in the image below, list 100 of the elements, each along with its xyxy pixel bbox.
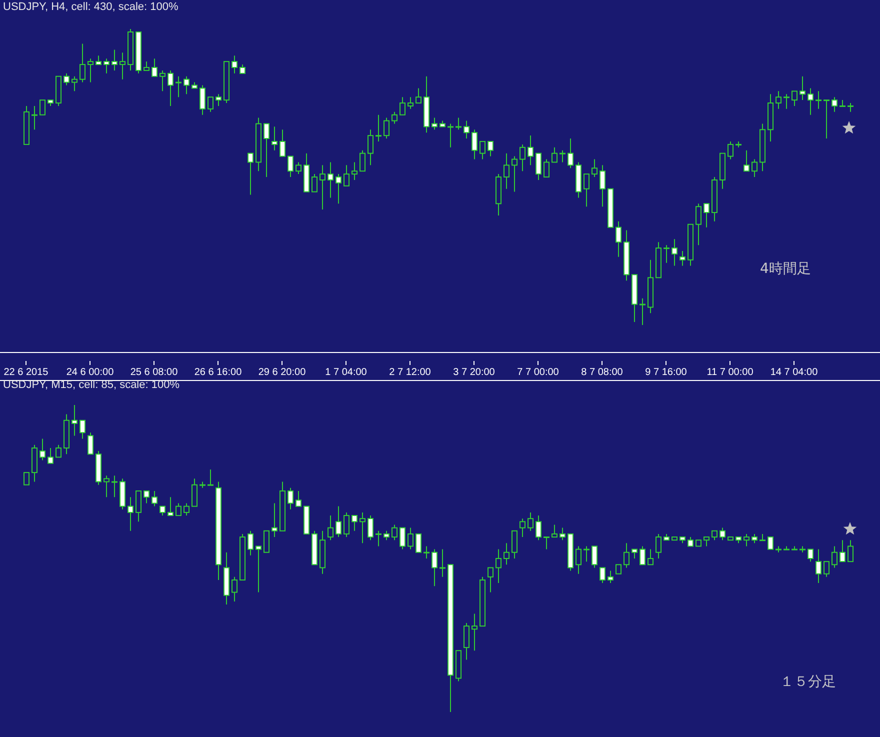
candlestick	[512, 530, 518, 559]
candlestick	[608, 570, 614, 584]
candlestick	[344, 164, 350, 186]
candlestick	[672, 238, 678, 266]
candlestick	[368, 129, 374, 166]
candlestick	[792, 90, 798, 106]
candlestick	[160, 70, 166, 92]
candlestick	[184, 76, 190, 95]
candlestick	[536, 152, 542, 180]
candlestick	[552, 146, 558, 163]
candlestick	[296, 162, 302, 175]
candlestick	[800, 76, 806, 101]
candlestick	[792, 546, 798, 550]
candlestick	[472, 613, 478, 652]
candlestick	[408, 527, 414, 550]
candlestick	[744, 150, 750, 172]
candlestick	[400, 527, 406, 550]
candlestick	[504, 542, 510, 566]
candlestick	[632, 548, 638, 559]
candlestick	[120, 52, 126, 80]
candlestick	[440, 548, 446, 578]
candlestick	[552, 524, 558, 538]
candlestick	[416, 533, 422, 553]
candlestick	[144, 490, 150, 504]
candlestick	[664, 244, 670, 264]
candlestick	[432, 117, 438, 130]
candlestick	[24, 472, 30, 486]
candlestick	[104, 58, 110, 74]
candlestick	[184, 502, 190, 516]
candlestick	[264, 530, 270, 553]
candlestick	[840, 100, 846, 107]
candlestick	[832, 96, 838, 112]
candlestick	[512, 156, 518, 192]
candlestick	[128, 496, 134, 532]
candlestick	[816, 90, 822, 110]
candlestick	[472, 129, 478, 160]
candlestick	[616, 564, 622, 574]
candlestick	[384, 117, 390, 140]
candlestick	[328, 515, 334, 541]
chart-title: USDJPY, M15, cell: 85, scale: 100%	[3, 379, 180, 391]
candlestick	[696, 203, 702, 246]
candlestick	[160, 506, 166, 516]
candlestick	[400, 96, 406, 116]
candlestick	[536, 515, 542, 541]
candlestick	[544, 536, 550, 550]
candlestick	[624, 542, 630, 568]
candlestick	[784, 546, 790, 550]
chart-title: USDJPY, H4, cell: 430, scale: 100%	[3, 1, 178, 13]
x-tick-label: 9 7 16:00	[645, 367, 688, 378]
candlestick	[528, 512, 534, 532]
candlestick	[88, 432, 94, 455]
candlestick	[344, 512, 350, 538]
candlestick	[112, 49, 118, 71]
candlestick	[88, 58, 94, 83]
candlestick	[464, 120, 470, 140]
candlestick	[480, 140, 486, 160]
candlestick	[424, 546, 430, 559]
candlestick	[56, 444, 62, 458]
x-tick-label: 2 7 12:00	[389, 367, 432, 378]
candlestick	[232, 576, 238, 602]
candlestick	[408, 96, 414, 110]
candlestick	[208, 468, 214, 486]
candlestick	[232, 55, 238, 74]
candlestick	[104, 475, 110, 498]
candlestick	[464, 622, 470, 660]
candlestick	[352, 162, 358, 180]
x-tick-label: 22 6 2015	[4, 367, 49, 378]
candlestick	[216, 94, 222, 106]
candlestick	[520, 144, 526, 172]
candlestick	[288, 487, 294, 510]
candlestick	[360, 150, 366, 172]
candlestick	[392, 111, 398, 124]
candlestick	[752, 533, 758, 544]
candlestick	[616, 220, 622, 258]
candlestick	[192, 478, 198, 507]
candlestick	[80, 43, 86, 83]
candlestick	[272, 126, 278, 151]
x-tick-label: 11 7 00:00	[706, 367, 754, 378]
candlestick	[640, 298, 646, 325]
x-tick-label: 7 7 00:00	[517, 367, 560, 378]
candlestick	[824, 100, 830, 140]
candlestick	[112, 475, 118, 498]
candlestick	[208, 96, 214, 112]
candlestick	[832, 546, 838, 568]
candlestick	[488, 567, 494, 593]
x-tick-label: 24 6 00:00	[66, 367, 114, 378]
candlestick	[168, 70, 174, 106]
candlestick	[568, 138, 574, 169]
candlestick	[728, 140, 734, 160]
candlestick	[784, 94, 790, 110]
candlestick	[328, 162, 334, 198]
candlestick	[136, 490, 142, 522]
candlestick	[168, 496, 174, 516]
candlestick	[376, 114, 382, 142]
candlestick	[200, 84, 206, 116]
candlestick	[840, 540, 846, 562]
candlestick	[720, 527, 726, 541]
candlestick	[808, 88, 814, 116]
candlestick	[520, 518, 526, 538]
candlestick	[528, 135, 534, 166]
